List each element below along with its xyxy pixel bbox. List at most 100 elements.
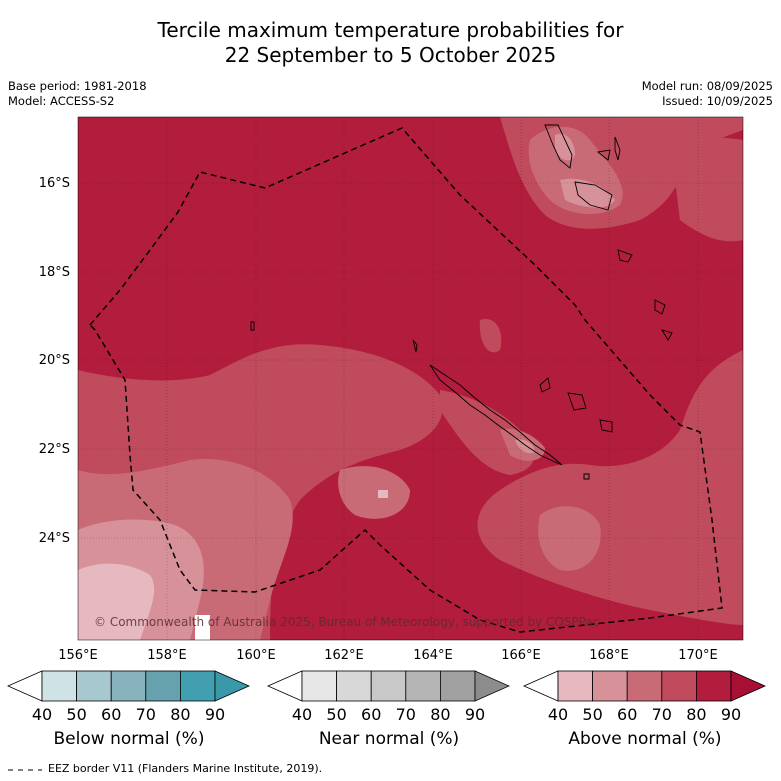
colorbar-2-segment-4 xyxy=(696,670,732,702)
field-50-nc xyxy=(515,439,535,454)
island-coast-8 xyxy=(583,473,590,480)
title-line-1: Tercile maximum temperature probabilitie… xyxy=(157,18,624,42)
colorbar-2-segment-2 xyxy=(626,670,663,702)
colorbar-0-segment-4 xyxy=(179,670,216,702)
colorbar-title-near: Near normal (%) xyxy=(318,729,460,749)
colorbar-0-tick-2: 60 xyxy=(101,705,121,724)
colorbar-1-segment-3 xyxy=(405,670,441,702)
field-70-e xyxy=(477,350,743,625)
field-50-ne xyxy=(555,133,575,161)
colorbar-0-tick-1: 50 xyxy=(66,705,86,724)
colorbar-0-tick-3: 70 xyxy=(136,705,156,724)
field-40-spot xyxy=(378,490,388,498)
colorbar-2-segment-1 xyxy=(592,670,628,702)
colorbar-0-max-arrow xyxy=(214,670,250,702)
island-coast-5 xyxy=(661,329,673,341)
map-frame xyxy=(77,116,744,641)
lat-label-18s: 18°S xyxy=(39,265,70,280)
issued-date: Issued: 10/09/2025 xyxy=(662,94,773,108)
colorbar-1-segment-4 xyxy=(439,670,476,702)
gridlines xyxy=(78,117,743,640)
colorbar-1: 40 50 60 70 80 90 xyxy=(267,670,510,724)
lon-label-170e: 170°E xyxy=(678,648,718,663)
colorbar-1-tick-2: 60 xyxy=(361,705,381,724)
colorbar-2-tick-5: 90 xyxy=(721,705,741,724)
espiritu-santo-coast xyxy=(544,124,573,169)
new-caledonia-coast xyxy=(429,364,563,466)
colorbar-0-segment-0 xyxy=(41,670,77,702)
colorbar-0-segment-3 xyxy=(145,670,181,702)
lon-label-168e: 168°E xyxy=(589,648,629,663)
malekula-coast xyxy=(574,181,613,211)
colorbar-0: 40 50 60 70 80 90 xyxy=(7,670,250,724)
loyalty-island-2 xyxy=(567,392,587,411)
colorbar-0-segment-1 xyxy=(76,670,112,702)
loyalty-island-3 xyxy=(599,419,613,433)
field-60-mid xyxy=(338,466,410,519)
colorbar-2-segment-0 xyxy=(557,670,593,702)
colorbar-2-max-arrow xyxy=(730,670,766,702)
lat-label-20s: 20°S xyxy=(39,353,70,368)
island-coast-3 xyxy=(617,249,633,263)
lat-label-16s: 16°S xyxy=(39,176,70,191)
footer-legend-text: EEZ border V11 (Flanders Marine Institut… xyxy=(48,762,323,775)
colorbar-1-tick-0: 40 xyxy=(292,705,312,724)
colorbar-2-tick-4: 80 xyxy=(686,705,706,724)
meta-left: Base period: 1981-2018 Model: ACCESS-S2 xyxy=(8,79,147,109)
colorbar-1-segment-2 xyxy=(370,670,407,702)
colorbar-0-segment-2 xyxy=(110,670,147,702)
field-50-ne2 xyxy=(560,178,615,208)
colorbar-1-max-arrow xyxy=(474,670,510,702)
colorbar-2-segment-3 xyxy=(661,670,697,702)
lat-label-22s: 22°S xyxy=(39,442,70,457)
loyalty-island-1 xyxy=(539,377,551,393)
colorbar-2-tick-0: 40 xyxy=(548,705,568,724)
island-coast-6 xyxy=(250,321,255,331)
colorbars: 40 50 60 70 80 90 40 50 60 70 80 90 40 50 60 70 80 90 xyxy=(7,670,766,724)
colorbar-2: 40 50 60 70 80 90 xyxy=(523,670,766,724)
field-60-se xyxy=(538,506,601,571)
lat-label-24s: 24°S xyxy=(39,531,70,546)
colorbar-0-min-arrow xyxy=(7,670,43,702)
title-line-2: 22 September to 5 October 2025 xyxy=(224,43,557,67)
field-70-spot xyxy=(479,319,502,353)
colorbar-1-tick-5: 90 xyxy=(465,705,485,724)
lat-labels: 16°S 18°S 20°S 22°S 24°S xyxy=(39,176,70,546)
island-coast-2 xyxy=(614,136,621,161)
colorbar-2-tick-1: 50 xyxy=(582,705,602,724)
model-name: Model: ACCESS-S2 xyxy=(8,94,115,108)
lon-label-164e: 164°E xyxy=(413,648,453,663)
colorbar-2-tick-2: 60 xyxy=(617,705,637,724)
colorbar-1-tick-1: 50 xyxy=(326,705,346,724)
colorbar-title-below: Below normal (%) xyxy=(53,729,205,749)
colorbar-title-above: Above normal (%) xyxy=(568,729,722,749)
island-coast-1 xyxy=(596,149,611,161)
colorbar-1-segment-0 xyxy=(301,670,337,702)
lon-label-158e: 158°E xyxy=(147,648,187,663)
island-coast-4 xyxy=(654,299,666,315)
lon-label-162e: 162°E xyxy=(324,648,364,663)
copyright-notice: © Commonwealth of Australia 2025, Bureau… xyxy=(94,615,599,629)
island-coast-7 xyxy=(412,339,418,353)
colorbar-1-segment-1 xyxy=(336,670,372,702)
lon-label-166e: 166°E xyxy=(501,648,541,663)
map-title: Tercile maximum temperature probabilitie… xyxy=(0,18,781,68)
model-run: Model run: 08/09/2025 xyxy=(641,79,773,93)
colorbar-0-tick-4: 80 xyxy=(170,705,190,724)
colorbar-0-tick-0: 40 xyxy=(32,705,52,724)
colorbar-1-tick-3: 70 xyxy=(396,705,416,724)
base-period: Base period: 1981-2018 xyxy=(8,79,147,93)
eez-border-path xyxy=(88,127,723,633)
field-white-patch xyxy=(195,615,210,640)
meta-right: Model run: 08/09/2025 Issued: 10/09/2025 xyxy=(642,79,773,109)
lon-label-156e: 156°E xyxy=(58,648,98,663)
field-70-ne2 xyxy=(670,137,743,242)
field-40-sw xyxy=(78,563,155,640)
colorbar-2-tick-3: 70 xyxy=(652,705,672,724)
lon-label-160e: 160°E xyxy=(236,648,276,663)
coastlines xyxy=(250,124,673,480)
probability-field xyxy=(78,117,743,640)
colorbar-2-min-arrow xyxy=(523,670,559,702)
colorbar-1-tick-4: 80 xyxy=(430,705,450,724)
